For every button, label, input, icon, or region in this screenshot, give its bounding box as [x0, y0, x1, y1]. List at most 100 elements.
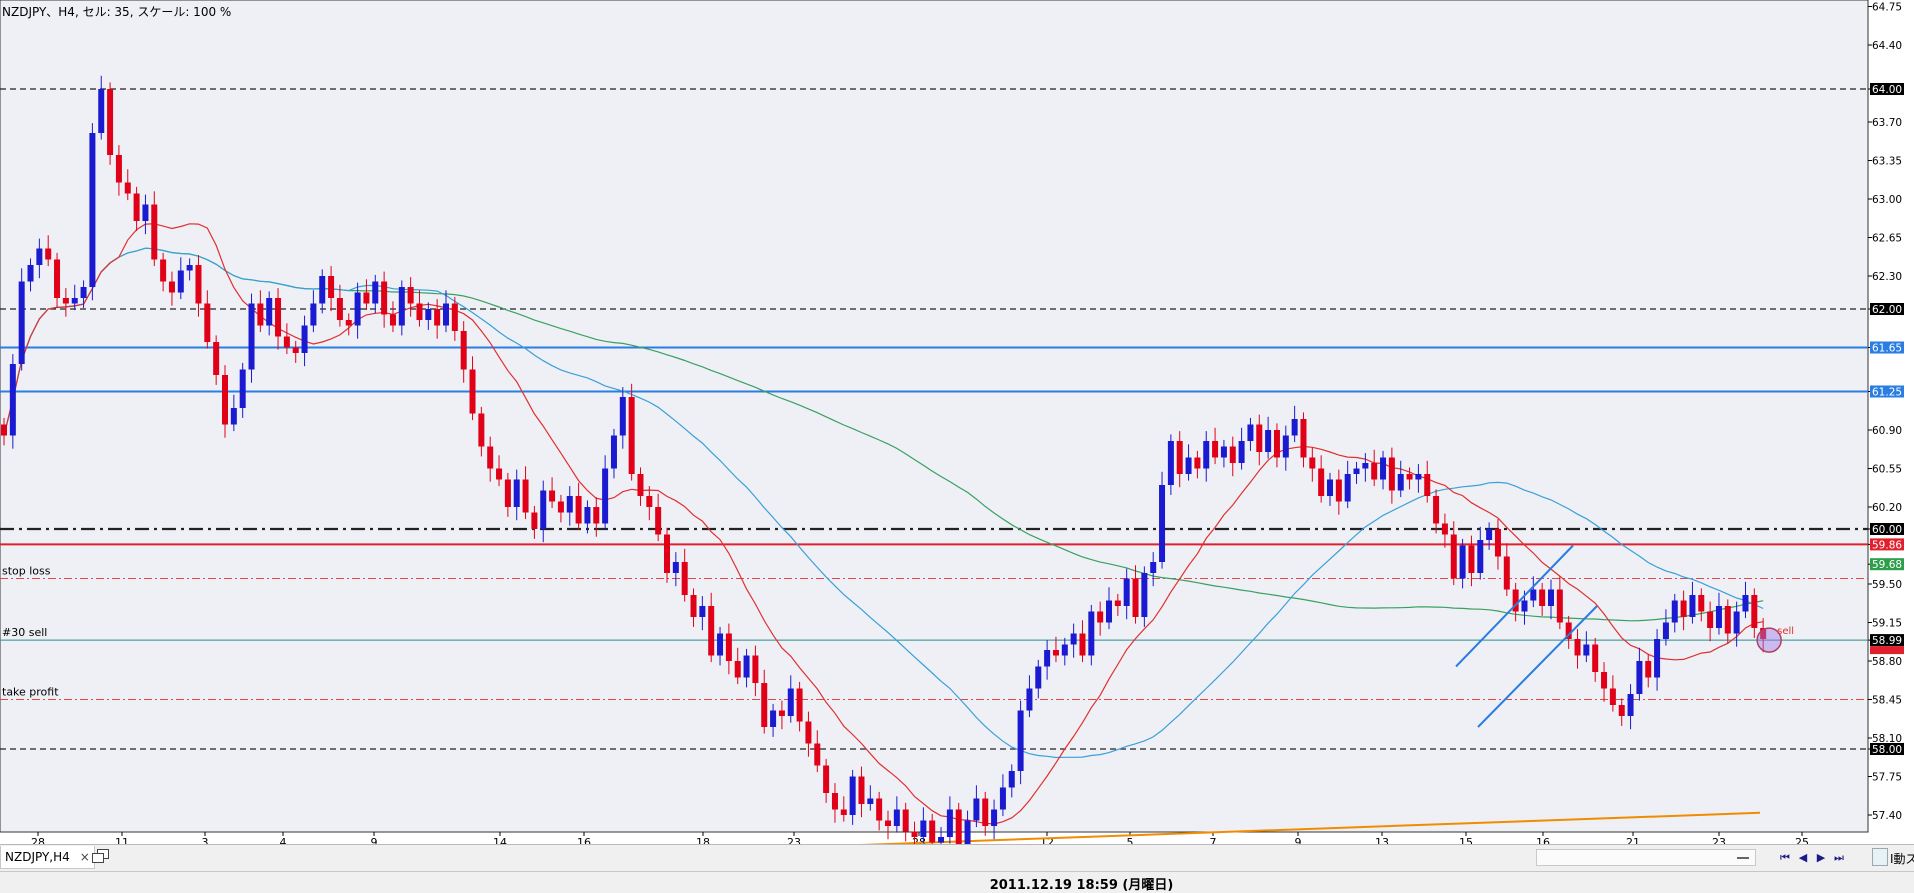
candle	[1327, 472, 1333, 506]
candle	[1609, 675, 1616, 712]
x-tick-label: 3	[202, 836, 209, 844]
x-tick-label: 9	[1295, 836, 1302, 844]
candle	[425, 302, 432, 330]
candle	[725, 623, 732, 675]
candle-body	[168, 281, 175, 293]
candle-body	[1698, 595, 1705, 612]
candle	[699, 596, 706, 631]
chart-scrollbar[interactable]	[1536, 849, 1756, 866]
x-tick-label: 13	[1375, 836, 1389, 844]
candle	[36, 238, 43, 279]
candle	[1548, 579, 1554, 620]
candlesticks	[1, 75, 1767, 844]
candle-body	[9, 364, 16, 436]
candle	[964, 810, 971, 844]
tab-nzdjpy-h4[interactable]: NZDJPY,H4 ×	[0, 846, 95, 869]
candle	[752, 645, 759, 697]
candle	[354, 282, 361, 339]
x-tick-label: 4	[280, 836, 287, 844]
candle	[1477, 526, 1484, 580]
candle-body	[27, 265, 34, 282]
candle	[1441, 513, 1448, 548]
candle	[195, 255, 202, 317]
candle	[955, 802, 962, 844]
candle-body	[1654, 639, 1661, 678]
first-page-icon[interactable]: ⏮	[1780, 851, 1790, 864]
price-label: 61.65	[1872, 343, 1902, 355]
y-tick-label: 64.40	[1872, 40, 1902, 52]
price-label-box	[1870, 83, 1904, 95]
candle-body	[1424, 474, 1431, 496]
channel-lower-line	[1477, 605, 1598, 728]
candle-body	[1406, 474, 1413, 480]
chart-window-icon[interactable]	[1872, 848, 1888, 866]
candlestick-chart[interactable]: 64.75 64.40 64.00 63.70 63.35 63.00 62.65 62.30…	[0, 0, 1914, 844]
candle-body	[1362, 463, 1369, 469]
scroll-thumb[interactable]	[1737, 857, 1749, 859]
candle	[372, 274, 379, 314]
candle-body	[1044, 650, 1051, 667]
candle-body	[1309, 457, 1316, 469]
candle-body	[610, 435, 617, 469]
candle-body	[885, 820, 891, 826]
candle	[1459, 538, 1466, 589]
restore-window-icon[interactable]	[92, 849, 109, 863]
tab-close-icon[interactable]: ×	[79, 850, 90, 864]
candle	[115, 145, 122, 196]
price-label-box	[1870, 538, 1904, 551]
candle-body	[991, 809, 998, 826]
price-label: 60.00	[1872, 524, 1902, 536]
candle	[389, 301, 396, 333]
candle-body	[1574, 639, 1581, 656]
candle	[1141, 566, 1148, 627]
candle	[628, 383, 635, 481]
candle-body	[938, 837, 945, 843]
candle	[885, 810, 891, 840]
candle-body	[1539, 589, 1546, 606]
x-tick-label: 16	[577, 836, 591, 844]
y-axis: 64.75 64.40 64.00 63.70 63.35 63.00 62.65 62.30…	[1868, 2, 1904, 822]
candle	[443, 290, 449, 333]
price-level-label: take profit	[2, 686, 59, 699]
candle	[1654, 629, 1661, 691]
candle-body	[1194, 457, 1201, 469]
candle	[1724, 599, 1731, 644]
candle-body	[230, 408, 237, 425]
candle	[257, 290, 264, 333]
candle-body	[1220, 446, 1227, 458]
sma-blue-line	[3, 247, 1764, 759]
candle	[1583, 631, 1590, 663]
candle	[734, 647, 741, 685]
price-label-box	[1870, 646, 1904, 655]
last-page-icon[interactable]: ⏭	[1834, 851, 1844, 864]
candle	[1008, 764, 1015, 798]
candle-body	[1486, 529, 1493, 540]
candle	[1229, 436, 1236, 477]
candle	[1707, 601, 1714, 642]
candle-body	[1459, 545, 1466, 579]
candle	[911, 821, 918, 844]
candle	[938, 827, 945, 844]
candle-body	[1114, 600, 1121, 606]
price-label-box	[1870, 523, 1904, 535]
candle	[398, 280, 405, 336]
candle-body	[434, 309, 441, 326]
candle	[1539, 582, 1546, 616]
candle-body	[1123, 578, 1130, 606]
auto-zoom-button[interactable]: I動ズーム	[1890, 852, 1914, 866]
candle	[9, 354, 16, 449]
y-tick-label: 59.15	[1872, 618, 1902, 630]
candle	[504, 472, 511, 517]
prev-page-icon[interactable]: ◀	[1798, 851, 1808, 864]
candle-body	[354, 292, 361, 326]
candle	[1406, 467, 1413, 490]
candle-body	[36, 248, 43, 265]
candle	[1238, 427, 1245, 470]
candle-body	[1008, 771, 1015, 788]
x-tick-label: 7	[1210, 836, 1217, 844]
candle-body	[1441, 523, 1448, 535]
next-page-icon[interactable]: ▶	[1816, 851, 1826, 864]
candle	[761, 669, 768, 734]
candle-body	[549, 490, 556, 502]
x-tick-label: 16	[1536, 836, 1550, 844]
